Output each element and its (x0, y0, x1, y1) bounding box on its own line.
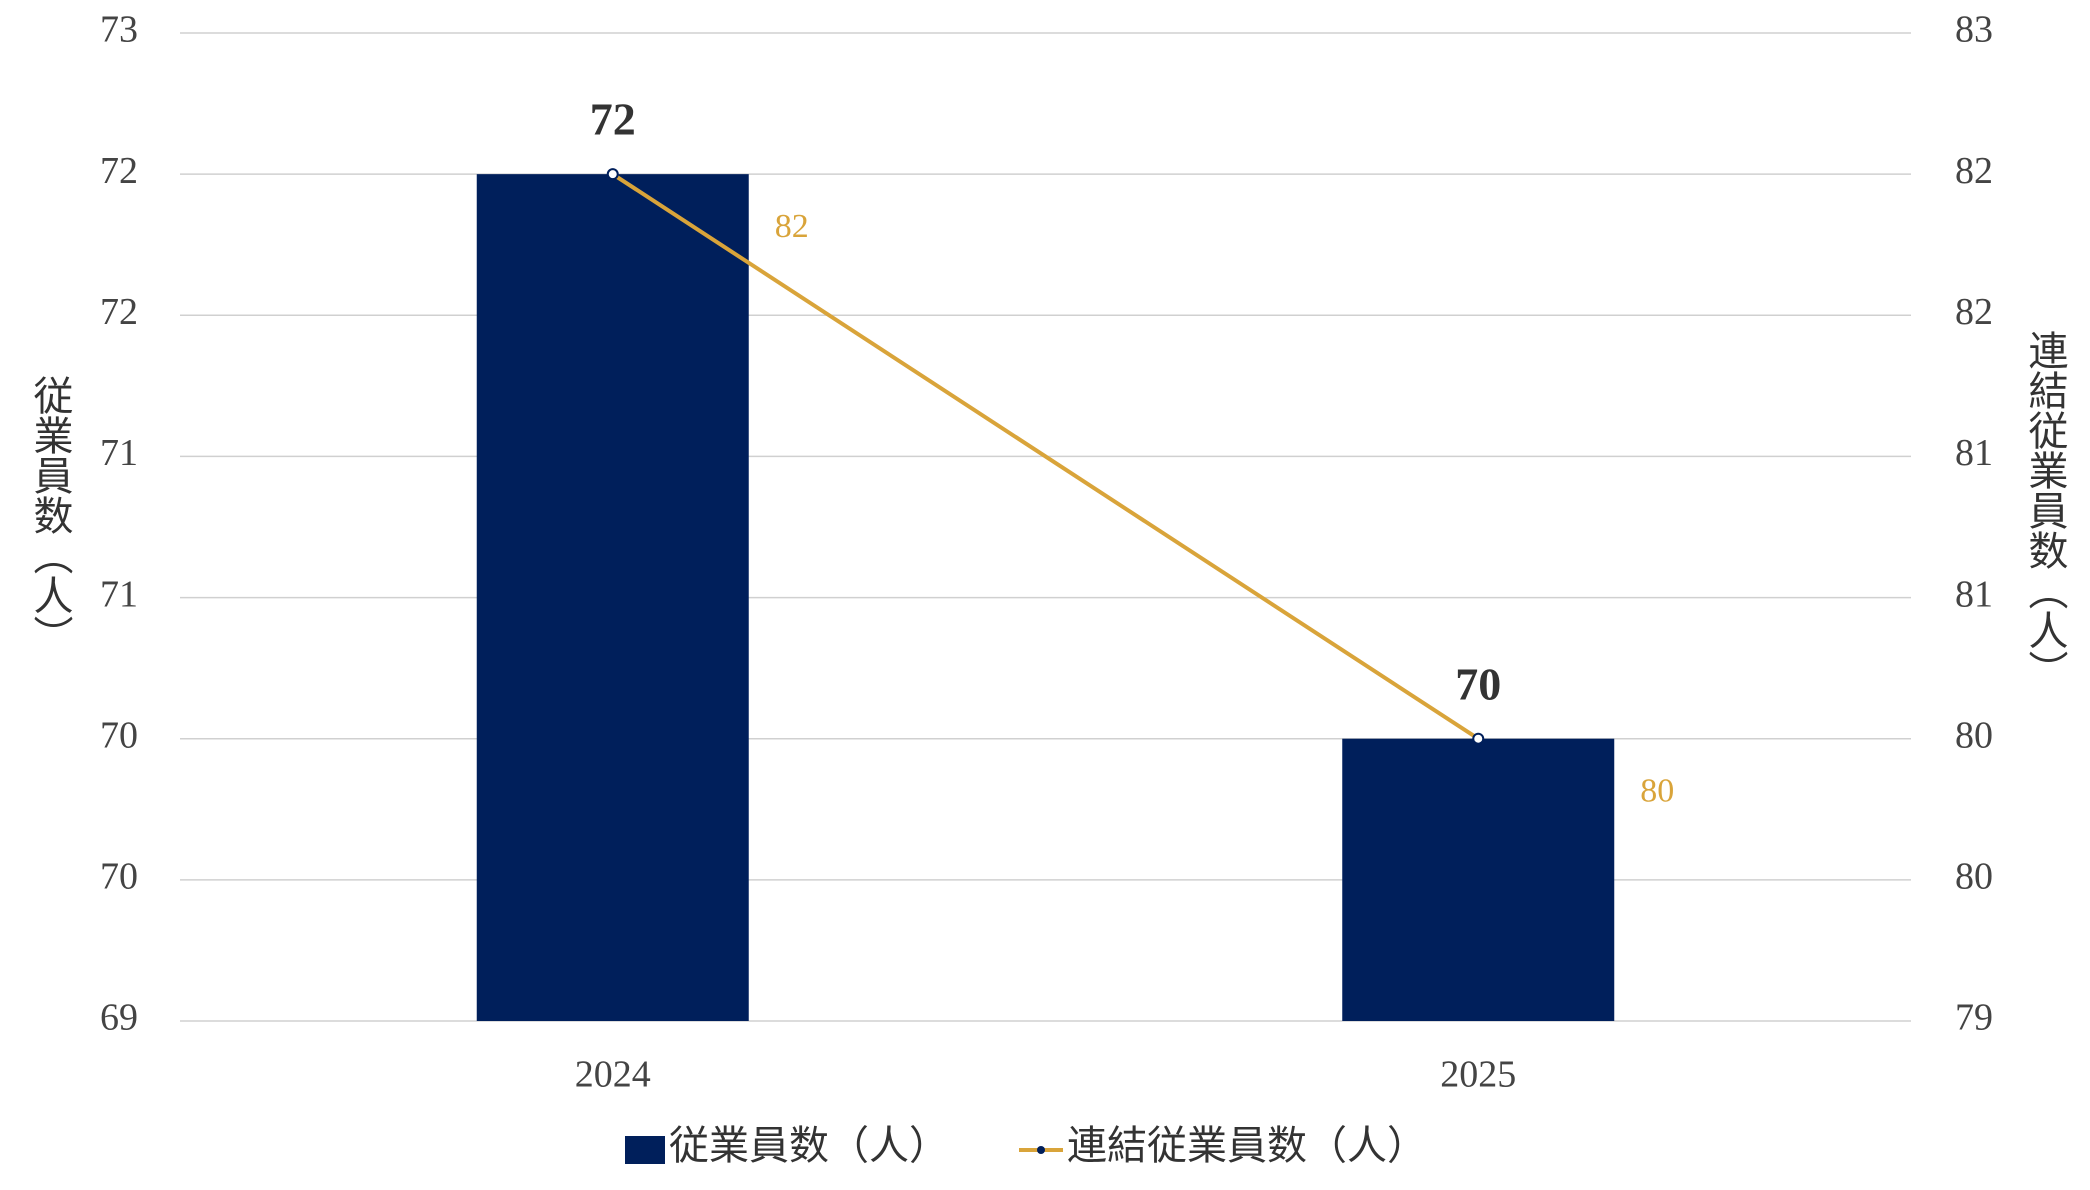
bar (1342, 738, 1615, 1021)
y-tick-label: 71 (100, 432, 138, 474)
y-tick-label: 71 (100, 573, 138, 615)
line-marker (1472, 732, 1485, 745)
y2-tick-label: 83 (1955, 9, 1993, 51)
line-marker (606, 168, 619, 181)
bar-value-label: 72 (590, 94, 636, 145)
line (611, 172, 1480, 741)
line-value-label: 80 (1640, 773, 1674, 810)
y-tick-label: 70 (100, 714, 138, 756)
y2-axis-title: 連結従業員数（人） (2023, 330, 2069, 690)
bar (476, 174, 749, 1022)
legend-label: 従業員数（人） (669, 1123, 949, 1168)
bar-value-label: 70 (1455, 658, 1501, 709)
y-tick-label: 72 (100, 291, 138, 333)
legend-label: 連結従業員数（人） (1067, 1123, 1427, 1168)
legend-marker (1037, 1146, 1045, 1154)
y2-tick-label: 82 (1955, 150, 1993, 192)
x-tick-label: 2024 (575, 1054, 651, 1096)
y2-tick-label: 82 (1955, 291, 1993, 333)
y-tick-label: 70 (100, 856, 138, 898)
y2-tick-label: 81 (1955, 573, 1993, 615)
y-tick-label: 72 (100, 150, 138, 192)
x-tick-label: 2025 (1440, 1054, 1516, 1096)
y2-tick-label: 80 (1955, 856, 1993, 898)
y2-tick-label: 81 (1955, 432, 1993, 474)
line-value-label: 82 (775, 208, 809, 245)
y2-tick-label: 80 (1955, 714, 1993, 756)
y-tick-label: 73 (100, 9, 138, 51)
legend-swatch (625, 1136, 665, 1164)
y-axis-title: 従業員数（人） (28, 375, 74, 655)
y2-tick-label: 79 (1955, 997, 1993, 1039)
y-tick-label: 69 (100, 997, 138, 1039)
